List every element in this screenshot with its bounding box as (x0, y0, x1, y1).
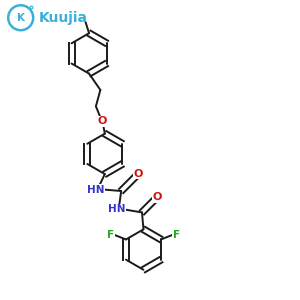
Text: HN: HN (87, 184, 105, 194)
Text: O: O (98, 116, 107, 126)
Text: F: F (173, 230, 180, 240)
Text: O: O (134, 169, 143, 179)
Text: Kuujia: Kuujia (38, 11, 88, 25)
Text: K: K (17, 13, 25, 23)
Text: O: O (153, 192, 162, 202)
Text: F: F (107, 230, 114, 240)
Text: HN: HN (108, 204, 125, 214)
